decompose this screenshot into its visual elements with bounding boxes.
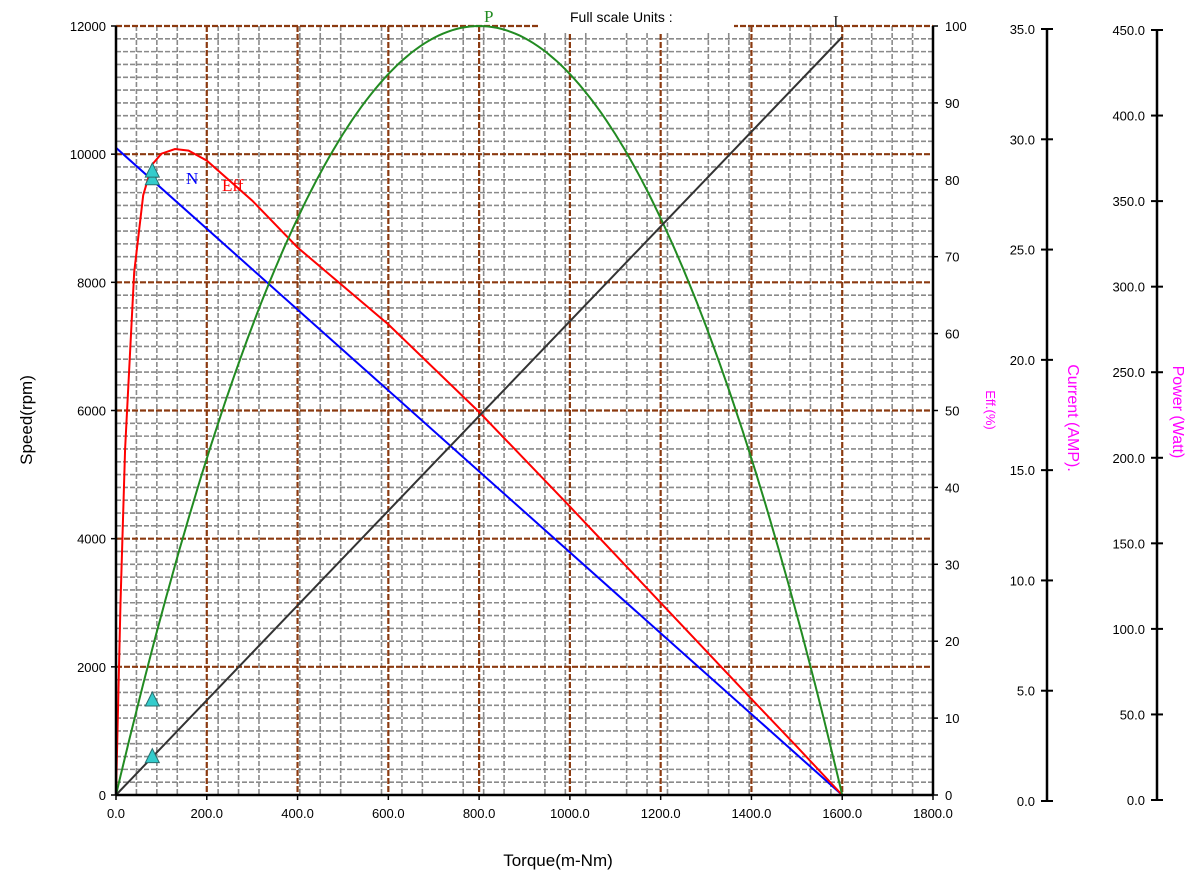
eff-tick-label: 50 bbox=[945, 404, 959, 419]
power-tick-label: 300.0 bbox=[1112, 280, 1145, 295]
power-tick-label: 0.0 bbox=[1127, 793, 1145, 808]
power-tick-label: 400.0 bbox=[1112, 109, 1145, 124]
operating-point-marker bbox=[144, 161, 161, 178]
current-tick-label: 30.0 bbox=[1010, 132, 1035, 147]
current-tick-label: 15.0 bbox=[1010, 463, 1035, 478]
x-tick-label: 1400.0 bbox=[732, 806, 772, 821]
speed-tick-label: 6000 bbox=[77, 404, 106, 419]
current-tick-label: 20.0 bbox=[1010, 353, 1035, 368]
speed-tick-label: 8000 bbox=[77, 275, 106, 290]
power-tick-label: 200.0 bbox=[1112, 451, 1145, 466]
series-i bbox=[115, 36, 843, 796]
x-tick-label: 1800.0 bbox=[913, 806, 953, 821]
eff-tick-label: 80 bbox=[945, 173, 959, 188]
eff-tick-label: 90 bbox=[945, 96, 959, 111]
series-label-n: N bbox=[186, 169, 198, 188]
operating-point-marker bbox=[144, 690, 161, 707]
series-layer bbox=[115, 24, 844, 796]
current-tick-label: 25.0 bbox=[1010, 243, 1035, 258]
title-background bbox=[538, 5, 734, 33]
grid-layer bbox=[116, 24, 933, 795]
x-tick-label: 400.0 bbox=[281, 806, 314, 821]
x-tick-label: 1000.0 bbox=[550, 806, 590, 821]
current-tick-label: 10.0 bbox=[1010, 573, 1035, 588]
series-eff bbox=[115, 147, 843, 796]
speed-tick-label: 0 bbox=[99, 788, 106, 803]
eff-tick-label: 100 bbox=[945, 19, 967, 34]
series-p bbox=[115, 24, 844, 796]
current-tick-label: 35.0 bbox=[1010, 22, 1035, 37]
power-tick-label: 350.0 bbox=[1112, 194, 1145, 209]
x-tick-label: 600.0 bbox=[372, 806, 405, 821]
current-tick-label: 5.0 bbox=[1017, 684, 1035, 699]
x-tick-label: 800.0 bbox=[463, 806, 496, 821]
axis-layer: 0.0 200.0 400.0 600.0 800.0 1000.0 1200.0 1400.… bbox=[70, 19, 1163, 821]
chart-title: Full scale Units : bbox=[570, 9, 673, 25]
speed-tick-label: 12000 bbox=[70, 19, 106, 34]
power-tick-label: 450.0 bbox=[1112, 23, 1145, 38]
speed-tick-label: 10000 bbox=[70, 147, 106, 162]
x-tick-label: 1600.0 bbox=[822, 806, 862, 821]
x-tick-label: 1200.0 bbox=[641, 806, 681, 821]
current-tick-label: 0.0 bbox=[1017, 794, 1035, 809]
series-label-p: P bbox=[484, 7, 493, 26]
power-tick-label: 50.0 bbox=[1120, 707, 1145, 722]
x-tick-label: 0.0 bbox=[107, 806, 125, 821]
x-tick-label: 200.0 bbox=[191, 806, 224, 821]
eff-tick-label: 60 bbox=[945, 327, 959, 342]
series-label-i: I bbox=[833, 12, 839, 31]
eff-tick-label: 20 bbox=[945, 634, 959, 649]
power-tick-label: 100.0 bbox=[1112, 622, 1145, 637]
eff-axis-title: Eff.(%) bbox=[983, 390, 998, 430]
operating-point-marker bbox=[144, 169, 161, 186]
operating-point-marker bbox=[144, 747, 161, 764]
current-axis-title: Current (AMP). bbox=[1064, 364, 1081, 472]
x-axis-title: Torque(m-Nm) bbox=[503, 851, 613, 870]
speed-tick-label: 4000 bbox=[77, 532, 106, 547]
eff-tick-label: 0 bbox=[945, 788, 952, 803]
series-label-eff: Eff bbox=[222, 176, 244, 195]
power-tick-label: 150.0 bbox=[1112, 536, 1145, 551]
eff-tick-label: 30 bbox=[945, 557, 959, 572]
speed-tick-label: 2000 bbox=[77, 660, 106, 675]
power-tick-label: 250.0 bbox=[1112, 365, 1145, 380]
eff-tick-label: 70 bbox=[945, 250, 959, 265]
marker-layer bbox=[144, 161, 161, 764]
speed-axis-title: Speed(rpm) bbox=[17, 375, 36, 465]
series-n bbox=[115, 147, 843, 796]
eff-tick-label: 40 bbox=[945, 480, 959, 495]
eff-tick-label: 10 bbox=[945, 711, 959, 726]
power-axis-title: Power (Watt) bbox=[1169, 366, 1186, 459]
